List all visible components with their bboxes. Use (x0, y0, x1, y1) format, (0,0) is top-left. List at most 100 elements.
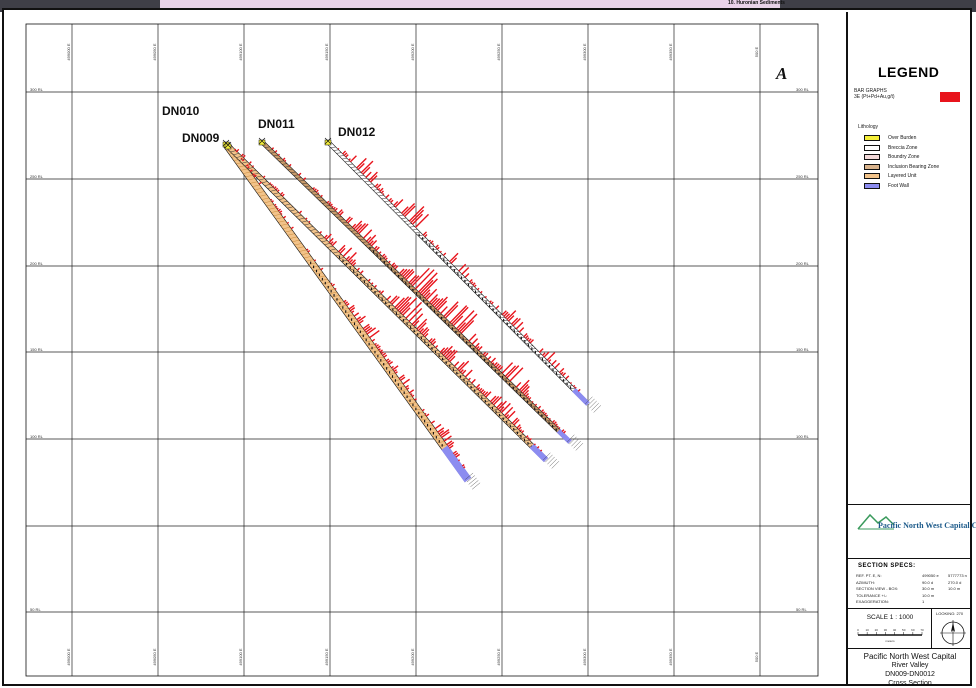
scale-tick-label: 60 (911, 628, 915, 632)
assay-bar (383, 194, 384, 195)
assay-bar (395, 372, 397, 373)
depth-tick (550, 459, 557, 466)
assay-bar (350, 156, 356, 162)
assay-bar (557, 426, 558, 427)
title-block: Pacific North West Capital River Valley … (848, 648, 972, 684)
assay-bar (455, 453, 458, 455)
assay-bar (331, 242, 333, 244)
assay-bar (271, 199, 272, 200)
easting-label: 499150 E (324, 43, 329, 60)
assay-bar (462, 465, 464, 466)
assay-bar (422, 409, 424, 410)
assay-bar (345, 302, 347, 304)
assay-bar (410, 390, 414, 393)
easting-label: 499150 E (324, 648, 329, 665)
assay-bar (321, 195, 322, 196)
assay-bar (493, 363, 494, 364)
assay-bar (478, 387, 480, 389)
spec-value: 1 (922, 599, 924, 604)
assay-bar (242, 160, 244, 161)
assay-bar (381, 191, 383, 193)
scale-tick-label: 50 (902, 628, 906, 632)
assay-bar (425, 413, 426, 414)
assay-bar (388, 360, 391, 362)
assay-bar (564, 431, 566, 433)
assay-bar (431, 421, 434, 423)
assay-bar (552, 360, 556, 364)
assay-bar (349, 159, 351, 161)
assay-bar (526, 436, 528, 438)
assay-bar (361, 271, 364, 274)
depth-tick (552, 461, 559, 468)
easting-label: 499350 E (668, 43, 673, 60)
assay-bar (316, 190, 318, 192)
assay-bar (354, 313, 358, 316)
assay-bar (519, 427, 521, 430)
assay-bar (477, 288, 479, 290)
lithology-item: Foot Wall (864, 182, 909, 190)
assay-bar (259, 182, 261, 184)
assay-bar (335, 288, 336, 289)
assay-bar (538, 406, 540, 408)
assay-bar (494, 362, 497, 365)
assay-bar (459, 264, 466, 271)
assay-bar (343, 151, 346, 154)
assay-bar (556, 424, 557, 426)
assay-bar (453, 451, 456, 453)
bar-graph-sub: 3E (Pt+Pd+Au,g/t) (854, 94, 895, 100)
assay-bar (481, 291, 483, 293)
assay-bar (276, 188, 278, 190)
assay-bar (280, 211, 282, 213)
assay-bar (425, 235, 427, 237)
assay-bar (406, 385, 409, 387)
assay-bar (270, 183, 271, 184)
drill-hole-dn011 (259, 138, 583, 450)
depth-tick (592, 403, 599, 410)
assay-bar (235, 149, 236, 150)
top-strip-label: 10. Huronian Sediments (728, 0, 785, 6)
hole-edge (223, 146, 465, 482)
spec-key: AZIMUTH: (856, 580, 875, 585)
assay-bar (411, 394, 412, 395)
section-corner-letter: A (775, 64, 787, 83)
assay-bar (375, 285, 377, 287)
elevation-label: 200 RL (30, 261, 44, 266)
scale-tick-label: 20 (875, 628, 879, 632)
compass-icon (938, 618, 968, 648)
assay-bar (527, 396, 529, 398)
spec-value: 90.0 d (922, 580, 933, 585)
assay-bar (375, 246, 378, 249)
assay-bar (377, 346, 380, 348)
company-logo-text: Pacific North West Capital Corp. (878, 521, 976, 530)
assay-bar (444, 302, 458, 317)
assay-bar (253, 166, 254, 167)
grid-lines (26, 24, 818, 676)
assay-bar (429, 338, 432, 341)
assay-bar (578, 389, 580, 391)
lithology-label: Breccia Zone (888, 145, 917, 151)
foot-wall-segment (532, 446, 546, 460)
assay-bar (543, 353, 546, 356)
assay-bar (529, 397, 531, 399)
assay-bar (393, 366, 398, 370)
assay-bar (332, 206, 333, 207)
assay-bar (481, 390, 484, 393)
assay-bar (520, 430, 521, 431)
assay-bar (386, 359, 389, 361)
depth-tick (589, 401, 596, 408)
assay-bar (454, 362, 458, 366)
bar-graph-swatch (940, 92, 960, 102)
assay-bar (330, 204, 332, 206)
foot-wall-segment (445, 448, 468, 480)
assay-bar (249, 162, 251, 164)
easting-label: 499200 E (410, 648, 415, 665)
foot-wall-segment (574, 390, 588, 404)
drill-hole-dn010 (225, 142, 559, 468)
assay-bar (516, 322, 523, 329)
assay-bar (389, 261, 391, 263)
lithology-swatch (864, 135, 880, 141)
assay-bar (560, 368, 564, 372)
